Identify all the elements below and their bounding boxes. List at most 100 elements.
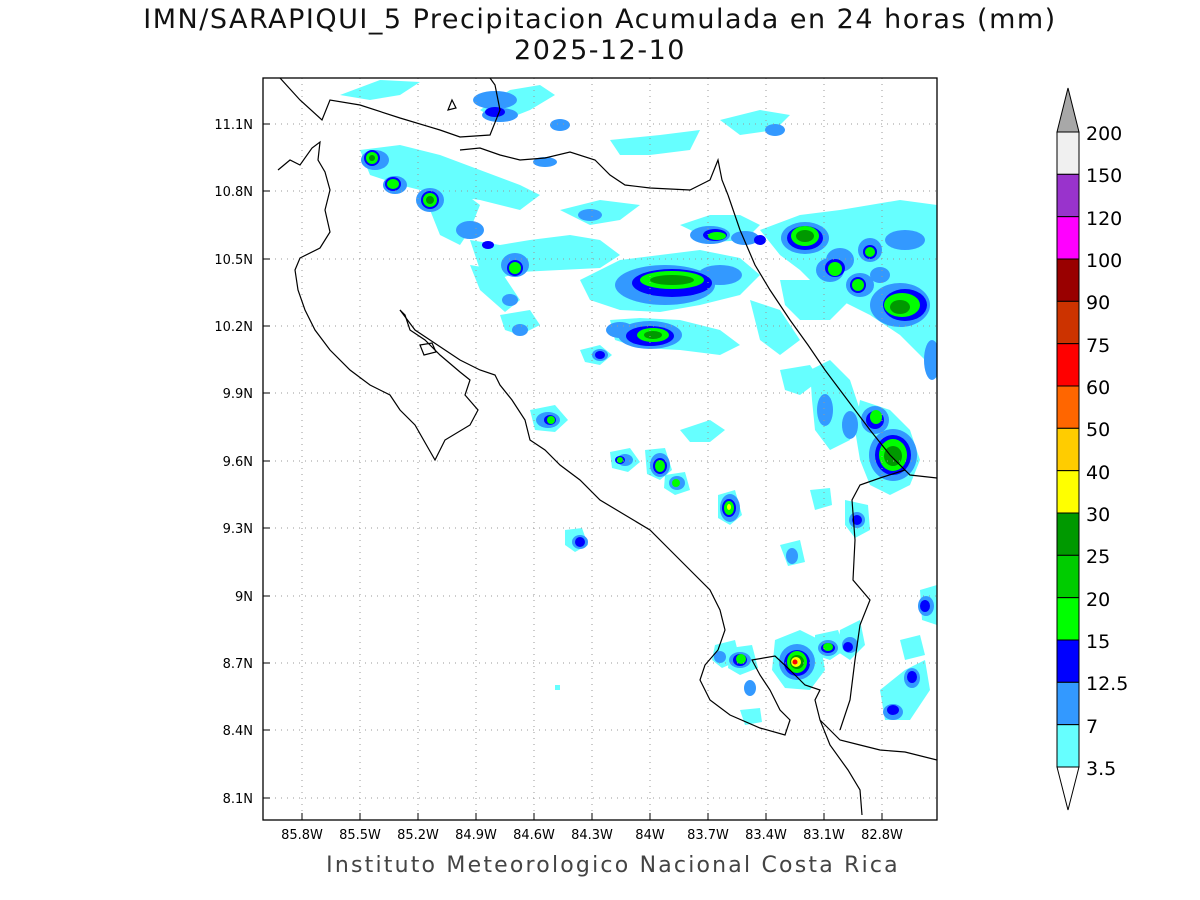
precip-area-12-5mm: [852, 515, 862, 525]
precipitation-field: [340, 80, 937, 725]
colorbar-label: 120: [1086, 208, 1122, 230]
north-border: [459, 147, 729, 196]
precip-area-15mm: [387, 179, 399, 189]
colorbar-over-arrow: [1056, 87, 1080, 133]
precip-area-15mm: [852, 279, 864, 291]
colorbar-label: 12.5: [1086, 673, 1128, 695]
precip-area-3-5mm: [740, 708, 762, 725]
x-tick-label: 83.7W: [687, 828, 729, 843]
precip-area-3-5mm: [900, 635, 925, 660]
precip-area-15mm: [547, 416, 555, 424]
colorbar-swatch: [1056, 512, 1080, 556]
colorbar-swatch: [1056, 639, 1080, 683]
precip-area-15mm: [823, 643, 833, 651]
precip-area-12-5mm: [843, 642, 853, 652]
colorbar-swatch: [1056, 343, 1080, 387]
precip-area-12-5mm: [482, 241, 494, 249]
precip-area-7mm: [885, 230, 925, 250]
x-tick-label: 83.1W: [803, 828, 845, 843]
precip-area-7mm: [924, 340, 937, 380]
precip-area-7mm: [870, 267, 890, 283]
precip-area-7mm: [456, 221, 484, 239]
precip-area-15mm: [736, 654, 746, 664]
colorbar-label: 200: [1086, 123, 1122, 145]
colorbar-under-arrow: [1056, 766, 1080, 811]
precip-area-3-5mm: [680, 420, 725, 442]
y-tick-label: 10.8N: [214, 185, 253, 200]
y-tick-label: 9.6N: [223, 455, 253, 470]
precip-area-12-5mm: [887, 705, 899, 715]
x-tick-label: 84.3W: [571, 828, 613, 843]
colorbar-label: 20: [1086, 589, 1110, 611]
y-tick-label: 8.4N: [223, 724, 253, 739]
axis-ticks: [263, 123, 883, 820]
colorbar-swatch: [1056, 554, 1080, 599]
colorbar-label: 7: [1086, 716, 1098, 738]
north-islet: [447, 98, 457, 111]
precip-area-7mm: [714, 651, 726, 663]
y-tick-label: 10.2N: [214, 320, 253, 335]
colorbar-label: 25: [1086, 546, 1110, 568]
colorbar-swatch: [1056, 131, 1080, 175]
colorbar-swatch: [1056, 300, 1080, 345]
precip-area-7mm: [502, 294, 518, 306]
x-tick-label: 85.5W: [339, 828, 381, 843]
x-tick-label: 84.9W: [455, 828, 497, 843]
precip-area-7mm: [786, 548, 798, 564]
precip-area-40mm: [727, 504, 731, 510]
colorbar-swatch: [1056, 427, 1080, 472]
colorbar-label: 100: [1086, 250, 1122, 272]
colorbar-label: 30: [1086, 504, 1110, 526]
precip-area-7mm: [842, 411, 858, 439]
precip-area-25mm: [369, 155, 375, 161]
x-tick-label: 82.8W: [861, 828, 903, 843]
colorbar-swatch: [1056, 597, 1080, 641]
precip-area-15mm: [672, 479, 680, 487]
colorbar-swatch: [1056, 385, 1080, 429]
precip-area-3-5mm: [610, 130, 700, 155]
x-tick-label: 85.8W: [281, 828, 323, 843]
x-axis-labels: 85.8W 85.5W 85.2W 84.9W 84.6W 84.3W 84W …: [281, 828, 903, 843]
precip-area-7mm: [512, 324, 528, 336]
y-tick-label: 10.5N: [214, 253, 253, 268]
precip-area-3-5mm: [810, 488, 832, 510]
precip-area-7mm: [473, 91, 517, 109]
nicaragua-pacific-coast: [277, 140, 479, 462]
colorbar-swatch: [1056, 724, 1080, 768]
precip-area-3-5mm: [360, 145, 540, 210]
caribbean-coast: [727, 194, 937, 479]
colorbar-label: 75: [1086, 335, 1110, 357]
colorbar-label: 40: [1086, 462, 1110, 484]
y-tick-label: 9.9N: [223, 387, 253, 402]
plot-area: [263, 78, 937, 820]
nicoya-gulf-coast: [399, 309, 863, 816]
colorbar-swatch: [1056, 216, 1080, 260]
precip-area-3-5mm: [340, 80, 420, 100]
colorbar-label: 15: [1086, 631, 1110, 653]
precip-area-7mm: [550, 119, 570, 131]
colorbar-labels: 200 150 120 100 90 75 60 50 40 30 25 20 …: [1086, 123, 1128, 780]
precip-area-25mm: [644, 331, 662, 339]
footer-credit: Instituto Meteorologico Nacional Costa R…: [326, 853, 900, 878]
lat-lon-grid: [263, 78, 937, 820]
x-tick-label: 83.4W: [745, 828, 787, 843]
colorbar-label: 90: [1086, 292, 1110, 314]
precip-area-3-5mm: [780, 365, 820, 395]
y-tick-label: 8.1N: [223, 792, 253, 807]
colorbar-label: 60: [1086, 377, 1110, 399]
colorbar-swatch: [1056, 258, 1080, 302]
precip-area-7mm: [578, 209, 602, 221]
precip-area-3-5mm: [750, 300, 800, 355]
precip-area-7mm: [817, 394, 833, 426]
precip-area-25mm: [650, 275, 694, 285]
precip-area-3-5mm: [500, 310, 540, 335]
colorbar-label: 3.5: [1086, 758, 1116, 780]
y-axis-labels: 11.1N 10.8N 10.5N 10.2N 9.9N 9.6N 9.3N 9…: [214, 118, 253, 807]
precip-area-15mm: [870, 410, 882, 424]
precip-area-7mm: [533, 157, 557, 167]
colorbar-swatch: [1056, 470, 1080, 514]
lake-island: [419, 342, 437, 356]
colorbar-swatch: [1056, 681, 1080, 726]
precip-area-25mm: [890, 300, 910, 314]
